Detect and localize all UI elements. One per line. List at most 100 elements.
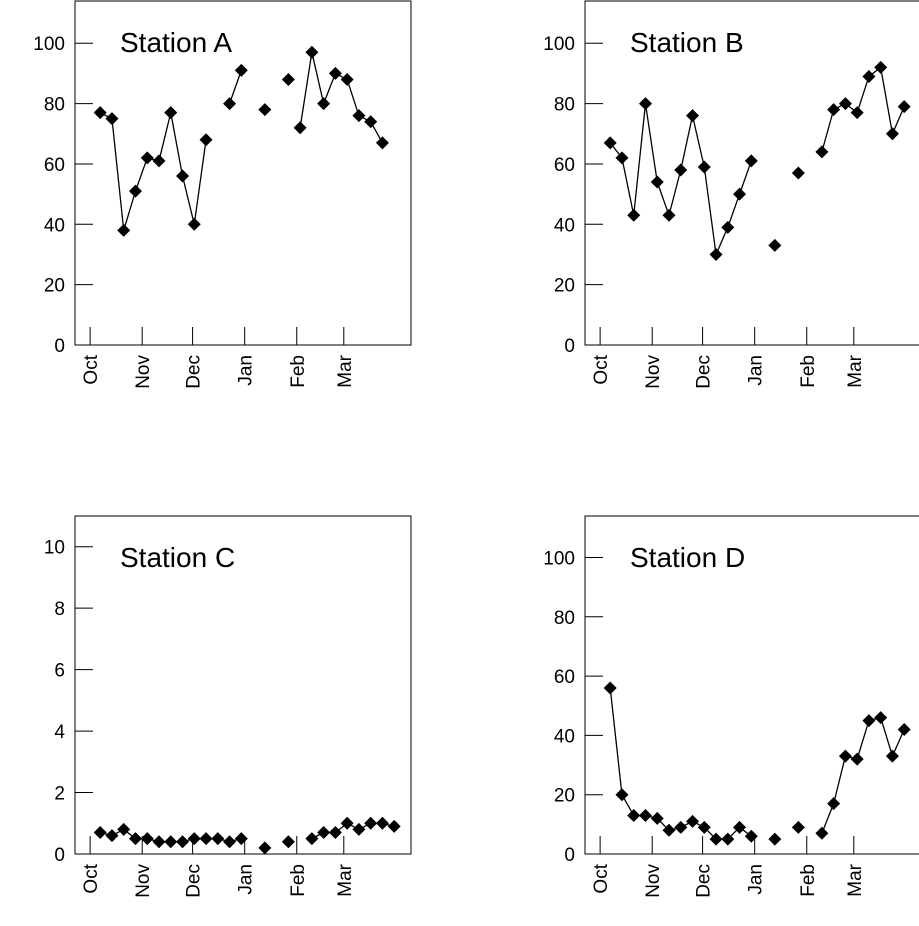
y-tick-label: 100 — [543, 34, 575, 55]
x-tick-label: Feb — [288, 355, 309, 388]
y-tick-label: 6 — [54, 661, 65, 682]
data-point — [187, 832, 201, 846]
x-tick-label: Jan — [236, 864, 257, 895]
data-point — [128, 832, 142, 846]
data-point — [387, 819, 401, 833]
data-point — [328, 825, 342, 839]
data-point — [662, 208, 676, 222]
y-tick-label: 20 — [44, 276, 65, 297]
data-point — [627, 808, 641, 822]
data-point — [897, 100, 911, 114]
x-tick-label: Feb — [288, 864, 309, 897]
y-tick-label: 0 — [564, 336, 575, 357]
series-line-segment — [311, 52, 325, 104]
data-point — [281, 835, 295, 849]
series-line-segment — [680, 115, 694, 171]
x-tick-label: Dec — [184, 864, 205, 898]
y-tick-label: 40 — [44, 215, 65, 236]
series-line-segment — [111, 118, 125, 231]
series-line-segment — [193, 139, 207, 225]
data-point — [258, 103, 272, 117]
series-line-segment — [323, 73, 337, 104]
data-point — [862, 714, 876, 728]
x-tick-label: Dec — [184, 355, 205, 389]
x-tick-label: Nov — [643, 355, 664, 389]
data-point — [128, 184, 142, 198]
data-point — [768, 832, 782, 846]
x-tick-label: Mar — [335, 863, 356, 896]
series-line-segment — [856, 76, 870, 113]
series-line-segment — [299, 52, 313, 128]
data-point — [152, 154, 166, 168]
data-point — [815, 826, 829, 840]
data-point — [234, 63, 248, 77]
data-point — [744, 154, 758, 168]
data-point — [850, 752, 864, 766]
data-point — [674, 820, 688, 834]
data-point — [340, 816, 354, 830]
series-line-segment — [134, 157, 148, 192]
chart-panel-3: 0 2 4 6 8 10 Oct Nov Dec Jan Feb Mar Station C — [44, 515, 412, 898]
y-tick-label: 20 — [554, 276, 575, 297]
series-line-segment — [738, 160, 752, 195]
series-line-segment — [880, 67, 894, 134]
data-point — [850, 106, 864, 120]
series-line-segment — [170, 112, 184, 177]
data-point — [258, 841, 272, 855]
data-point — [140, 151, 154, 165]
data-point — [897, 722, 911, 736]
data-point — [140, 832, 154, 846]
data-point — [164, 106, 178, 120]
data-point — [603, 681, 617, 695]
data-point — [164, 835, 178, 849]
data-point — [650, 175, 664, 189]
y-tick-label: 10 — [44, 538, 65, 559]
plot-frame — [74, 0, 412, 346]
y-tick-label: 80 — [44, 95, 65, 116]
data-point — [603, 136, 617, 150]
series-line-segment — [621, 157, 635, 216]
data-point — [293, 121, 307, 135]
series-line-segment — [668, 169, 682, 216]
data-point — [838, 749, 852, 763]
data-point — [791, 166, 805, 180]
series-line-segment — [880, 717, 894, 757]
data-point — [176, 169, 190, 183]
series-line-segment — [123, 190, 137, 231]
data-point — [638, 808, 652, 822]
series-line-segment — [821, 803, 835, 834]
data-point — [105, 112, 119, 126]
data-point — [199, 133, 213, 147]
data-point — [709, 832, 723, 846]
data-point — [615, 151, 629, 165]
series-line-segment — [181, 175, 195, 225]
data-point — [223, 97, 237, 111]
data-point — [187, 217, 201, 231]
data-point — [352, 822, 366, 836]
data-point — [364, 816, 378, 830]
chart-title: Station C — [120, 542, 235, 573]
y-tick-label: 100 — [33, 34, 65, 55]
data-point — [340, 72, 354, 86]
x-tick-label: Nov — [643, 864, 664, 898]
x-tick-label: Mar — [845, 863, 866, 896]
y-tick-label: 60 — [554, 155, 575, 176]
data-point — [674, 163, 688, 177]
data-point — [317, 97, 331, 111]
y-tick-label: 8 — [54, 599, 65, 620]
x-tick-label: Oct — [591, 354, 612, 384]
data-point — [827, 797, 841, 811]
data-point — [328, 66, 342, 80]
data-point — [638, 97, 652, 111]
data-point — [686, 814, 700, 828]
data-point — [874, 60, 888, 74]
y-tick-label: 100 — [543, 549, 575, 570]
y-tick-label: 2 — [54, 784, 65, 805]
data-point — [211, 832, 225, 846]
data-point — [827, 103, 841, 117]
data-point — [305, 832, 319, 846]
x-tick-label: Nov — [133, 355, 154, 389]
data-point — [874, 711, 888, 725]
data-point — [838, 97, 852, 111]
y-tick-label: 0 — [564, 845, 575, 866]
